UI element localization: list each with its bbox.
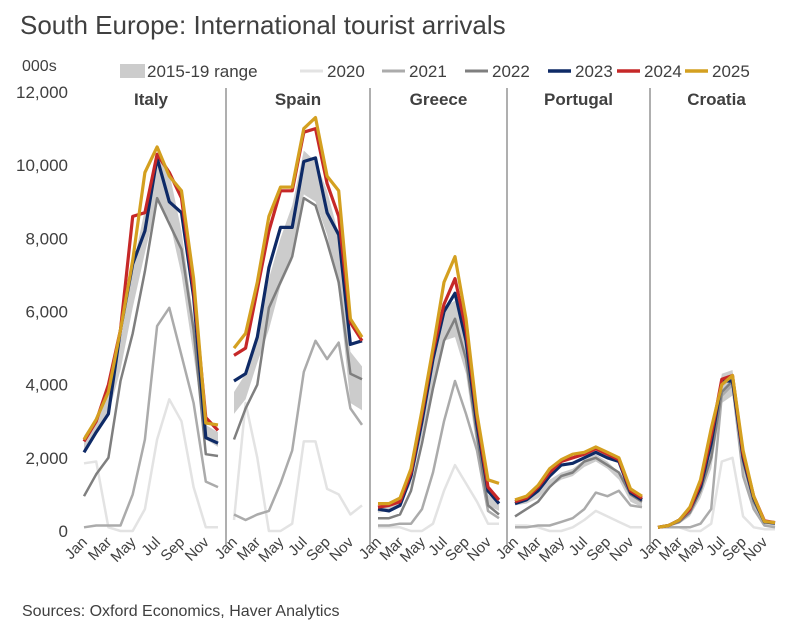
series-line-spain-2022: [232, 196, 363, 440]
x-tick-label-spain-nov: Nov: [326, 533, 357, 564]
y-axis-unit-label: 000s: [22, 58, 57, 75]
x-tick-label-italy-may: May: [107, 533, 139, 565]
x-tick-label-greece-nov: Nov: [464, 533, 495, 564]
series-line-croatia-2020: [657, 456, 775, 533]
x-tick-label-croatia-may: May: [675, 533, 707, 565]
series-line-spain-2021: [233, 339, 364, 522]
series-line-italy-2022: [82, 196, 219, 497]
y-tick-label-2,000: 2,000: [25, 449, 68, 468]
y-tick-label-4,000: 4,000: [25, 376, 68, 395]
series-line-spain-2025: [232, 115, 364, 350]
x-tick-label-spain-may: May: [255, 533, 287, 565]
panel-label-italy: Italy: [134, 90, 169, 109]
y-tick-label-8,000: 8,000: [25, 229, 68, 248]
series-line-portugal-2021: [515, 489, 643, 529]
legend-label-range: 2015-19 range: [147, 62, 258, 81]
series-line-spain-2020: [232, 401, 363, 533]
legend-label-2025: 2025: [712, 62, 750, 81]
series-line-croatia-2021: [658, 383, 776, 529]
legend-label-2023: 2023: [575, 62, 613, 81]
series-line-italy-2025: [82, 145, 219, 441]
panel-label-greece: Greece: [410, 90, 468, 109]
legend-label-2021: 2021: [409, 62, 447, 81]
x-tick-label-croatia-nov: Nov: [740, 533, 771, 564]
legend-swatch-range: [120, 64, 145, 78]
series-line-greece-2022: [378, 317, 500, 520]
series-line-spain-2023: [233, 156, 363, 383]
y-tick-label-12,000: 12,000: [16, 83, 68, 102]
chart-title: South Europe: International tourist arri…: [20, 10, 506, 40]
y-tick-label-10,000: 10,000: [16, 156, 68, 175]
series-line-italy-2021: [83, 306, 219, 529]
legend-label-2022: 2022: [492, 62, 530, 81]
series-line-greece-2020: [378, 463, 499, 533]
y-tick-label-6,000: 6,000: [25, 303, 68, 322]
x-tick-label-italy-mar: Mar: [85, 534, 115, 564]
legend-label-2020: 2020: [327, 62, 365, 81]
series-line-greece-2021: [378, 379, 500, 527]
x-tick-label-portugal-may: May: [536, 533, 568, 565]
series-line-italy-2020: [83, 398, 218, 533]
x-tick-label-portugal-nov: Nov: [606, 533, 637, 564]
range-band-italy: [84, 154, 218, 451]
series-line-portugal-2025: [514, 445, 643, 502]
x-tick-label-italy-nov: Nov: [182, 533, 213, 564]
source-note: Sources: Oxford Economics, Haver Analyti…: [22, 603, 340, 620]
series-line-croatia-2025: [657, 373, 776, 529]
series-line-greece-2025: [378, 255, 500, 506]
panel-label-portugal: Portugal: [544, 90, 613, 109]
series-line-portugal-2022: [514, 456, 643, 518]
panel-label-spain: Spain: [275, 90, 321, 109]
y-tick-label-0: 0: [59, 522, 68, 541]
panel-label-croatia: Croatia: [687, 90, 746, 109]
x-tick-label-italy-sep: Sep: [157, 534, 188, 565]
x-tick-label-greece-may: May: [397, 533, 429, 565]
legend-label-2024: 2024: [644, 62, 682, 81]
